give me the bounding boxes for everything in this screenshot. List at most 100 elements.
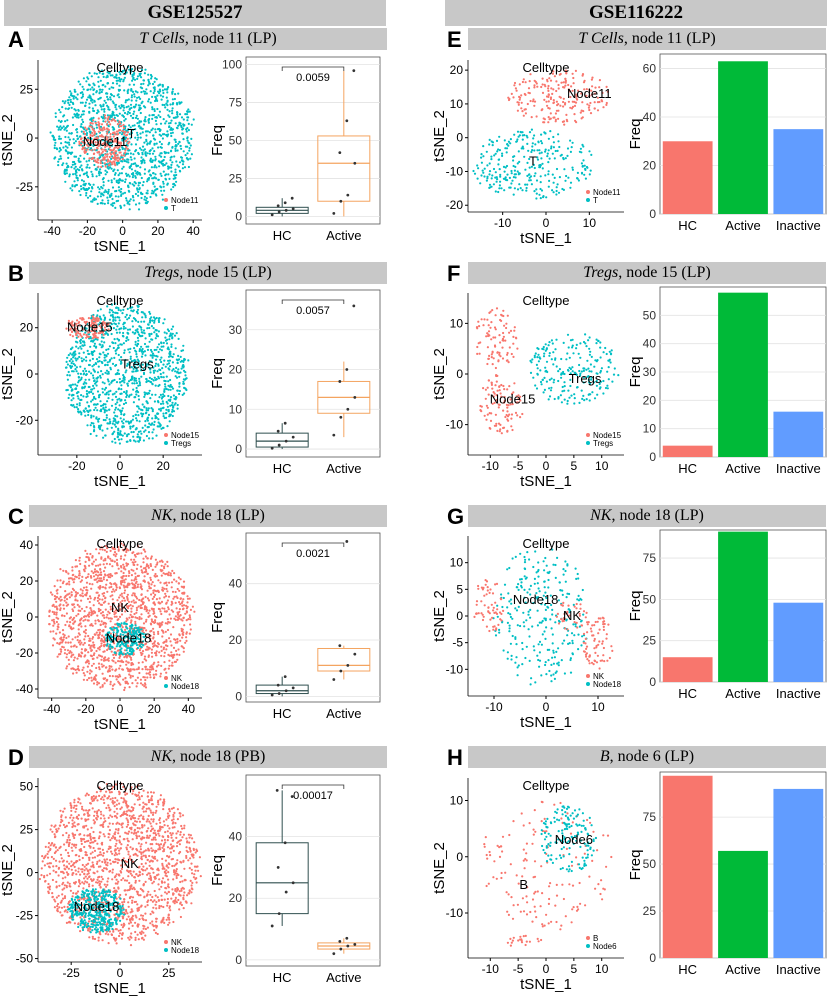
- cell-point: [91, 357, 94, 360]
- cell-point: [91, 156, 94, 159]
- cell-point: [98, 598, 101, 601]
- cell-point: [106, 104, 109, 107]
- cell-point: [147, 612, 150, 615]
- cell-point: [171, 337, 174, 340]
- cell-point: [162, 91, 165, 95]
- cell-point: [113, 76, 116, 79]
- cell-point: [144, 665, 147, 668]
- cell-point: [157, 160, 160, 163]
- cell-point: [111, 126, 114, 129]
- cell-point: [80, 179, 84, 182]
- cell-point: [167, 362, 171, 365]
- cell-point: [97, 319, 100, 322]
- cell-point: [65, 656, 68, 659]
- cell-point: [73, 142, 76, 145]
- cell-point: [154, 128, 157, 131]
- cell-point: [106, 590, 109, 593]
- cell-point: [120, 420, 124, 423]
- cell-point: [130, 650, 133, 654]
- cell-point: [86, 670, 89, 673]
- cell-point: [187, 129, 190, 132]
- cell-point: [134, 143, 138, 146]
- cell-point: [85, 359, 88, 362]
- cell-point: [107, 617, 110, 620]
- x-tick-label: -40: [43, 702, 61, 716]
- cell-point: [52, 630, 55, 633]
- cell-point: [108, 145, 111, 149]
- cell-point: [93, 84, 96, 87]
- cell-point: [169, 640, 172, 643]
- cell-point: [113, 683, 116, 686]
- cell-point: [122, 579, 126, 582]
- cell-point: [140, 432, 143, 435]
- cell-point: [95, 123, 98, 126]
- cell-point: [107, 397, 110, 400]
- cell-point: [48, 623, 51, 626]
- cell-point: [111, 628, 114, 631]
- data-point: [353, 161, 357, 165]
- cell-point: [76, 137, 79, 141]
- cell-point: [170, 188, 173, 191]
- y-tick-label: -40: [16, 682, 34, 696]
- cell-point: [171, 569, 174, 572]
- cell-point: [127, 582, 130, 585]
- cell-point: [142, 632, 145, 635]
- cell-point: [86, 597, 90, 600]
- cell-point: [140, 862, 143, 866]
- cell-point: [91, 86, 94, 89]
- cell-point: [74, 636, 77, 639]
- cell-point: [101, 199, 104, 202]
- cell-point: [90, 117, 93, 120]
- box-active: [317, 135, 371, 202]
- cell-point: [154, 652, 158, 655]
- cell-point: [81, 95, 84, 98]
- cell-point: [106, 372, 109, 375]
- cell-point: [98, 324, 101, 327]
- cell-point: [124, 554, 127, 557]
- cell-point: [64, 590, 67, 593]
- cell-point: [129, 347, 132, 350]
- cell-point: [53, 612, 56, 616]
- cell-point: [163, 318, 166, 321]
- cell-point: [73, 163, 76, 166]
- cell-point: [80, 394, 83, 397]
- cell-point: [128, 616, 131, 619]
- cell-point: [83, 146, 86, 149]
- cell-point: [59, 120, 62, 124]
- cell-point: [101, 548, 104, 551]
- cell-point: [82, 586, 86, 589]
- y-tick-label: 20: [229, 363, 243, 377]
- cell-point: [97, 172, 101, 175]
- cell-point: [88, 330, 91, 334]
- cell-point: [128, 83, 131, 86]
- cell-point: [78, 572, 81, 575]
- cell-point: [88, 595, 92, 598]
- cell-point: [172, 410, 176, 413]
- cell-point: [151, 408, 154, 411]
- cell-point: [161, 400, 164, 403]
- cell-point: [119, 648, 122, 651]
- cell-point: [149, 371, 152, 374]
- cell-point: [190, 137, 193, 140]
- cell-point: [123, 581, 126, 584]
- cell-point: [162, 185, 165, 188]
- cell-point: [107, 188, 110, 191]
- cell-point: [116, 642, 119, 645]
- cell-point: [178, 608, 181, 611]
- cell-point: [115, 588, 118, 591]
- cell-point: [171, 661, 174, 664]
- cell-point: [114, 609, 118, 612]
- cell-point: [150, 583, 153, 586]
- cell-point: [64, 595, 67, 598]
- cell-point: [168, 413, 171, 416]
- cell-point: [167, 143, 170, 146]
- cell-point: [156, 425, 159, 428]
- cell-point: [102, 333, 105, 336]
- cell-point: [162, 641, 166, 644]
- cell-point: [160, 162, 163, 165]
- x-tick-label: -20: [68, 459, 86, 473]
- cell-point: [90, 613, 93, 616]
- cell-point: [157, 178, 160, 181]
- cell-point: [107, 556, 110, 559]
- cell-point: [148, 117, 151, 121]
